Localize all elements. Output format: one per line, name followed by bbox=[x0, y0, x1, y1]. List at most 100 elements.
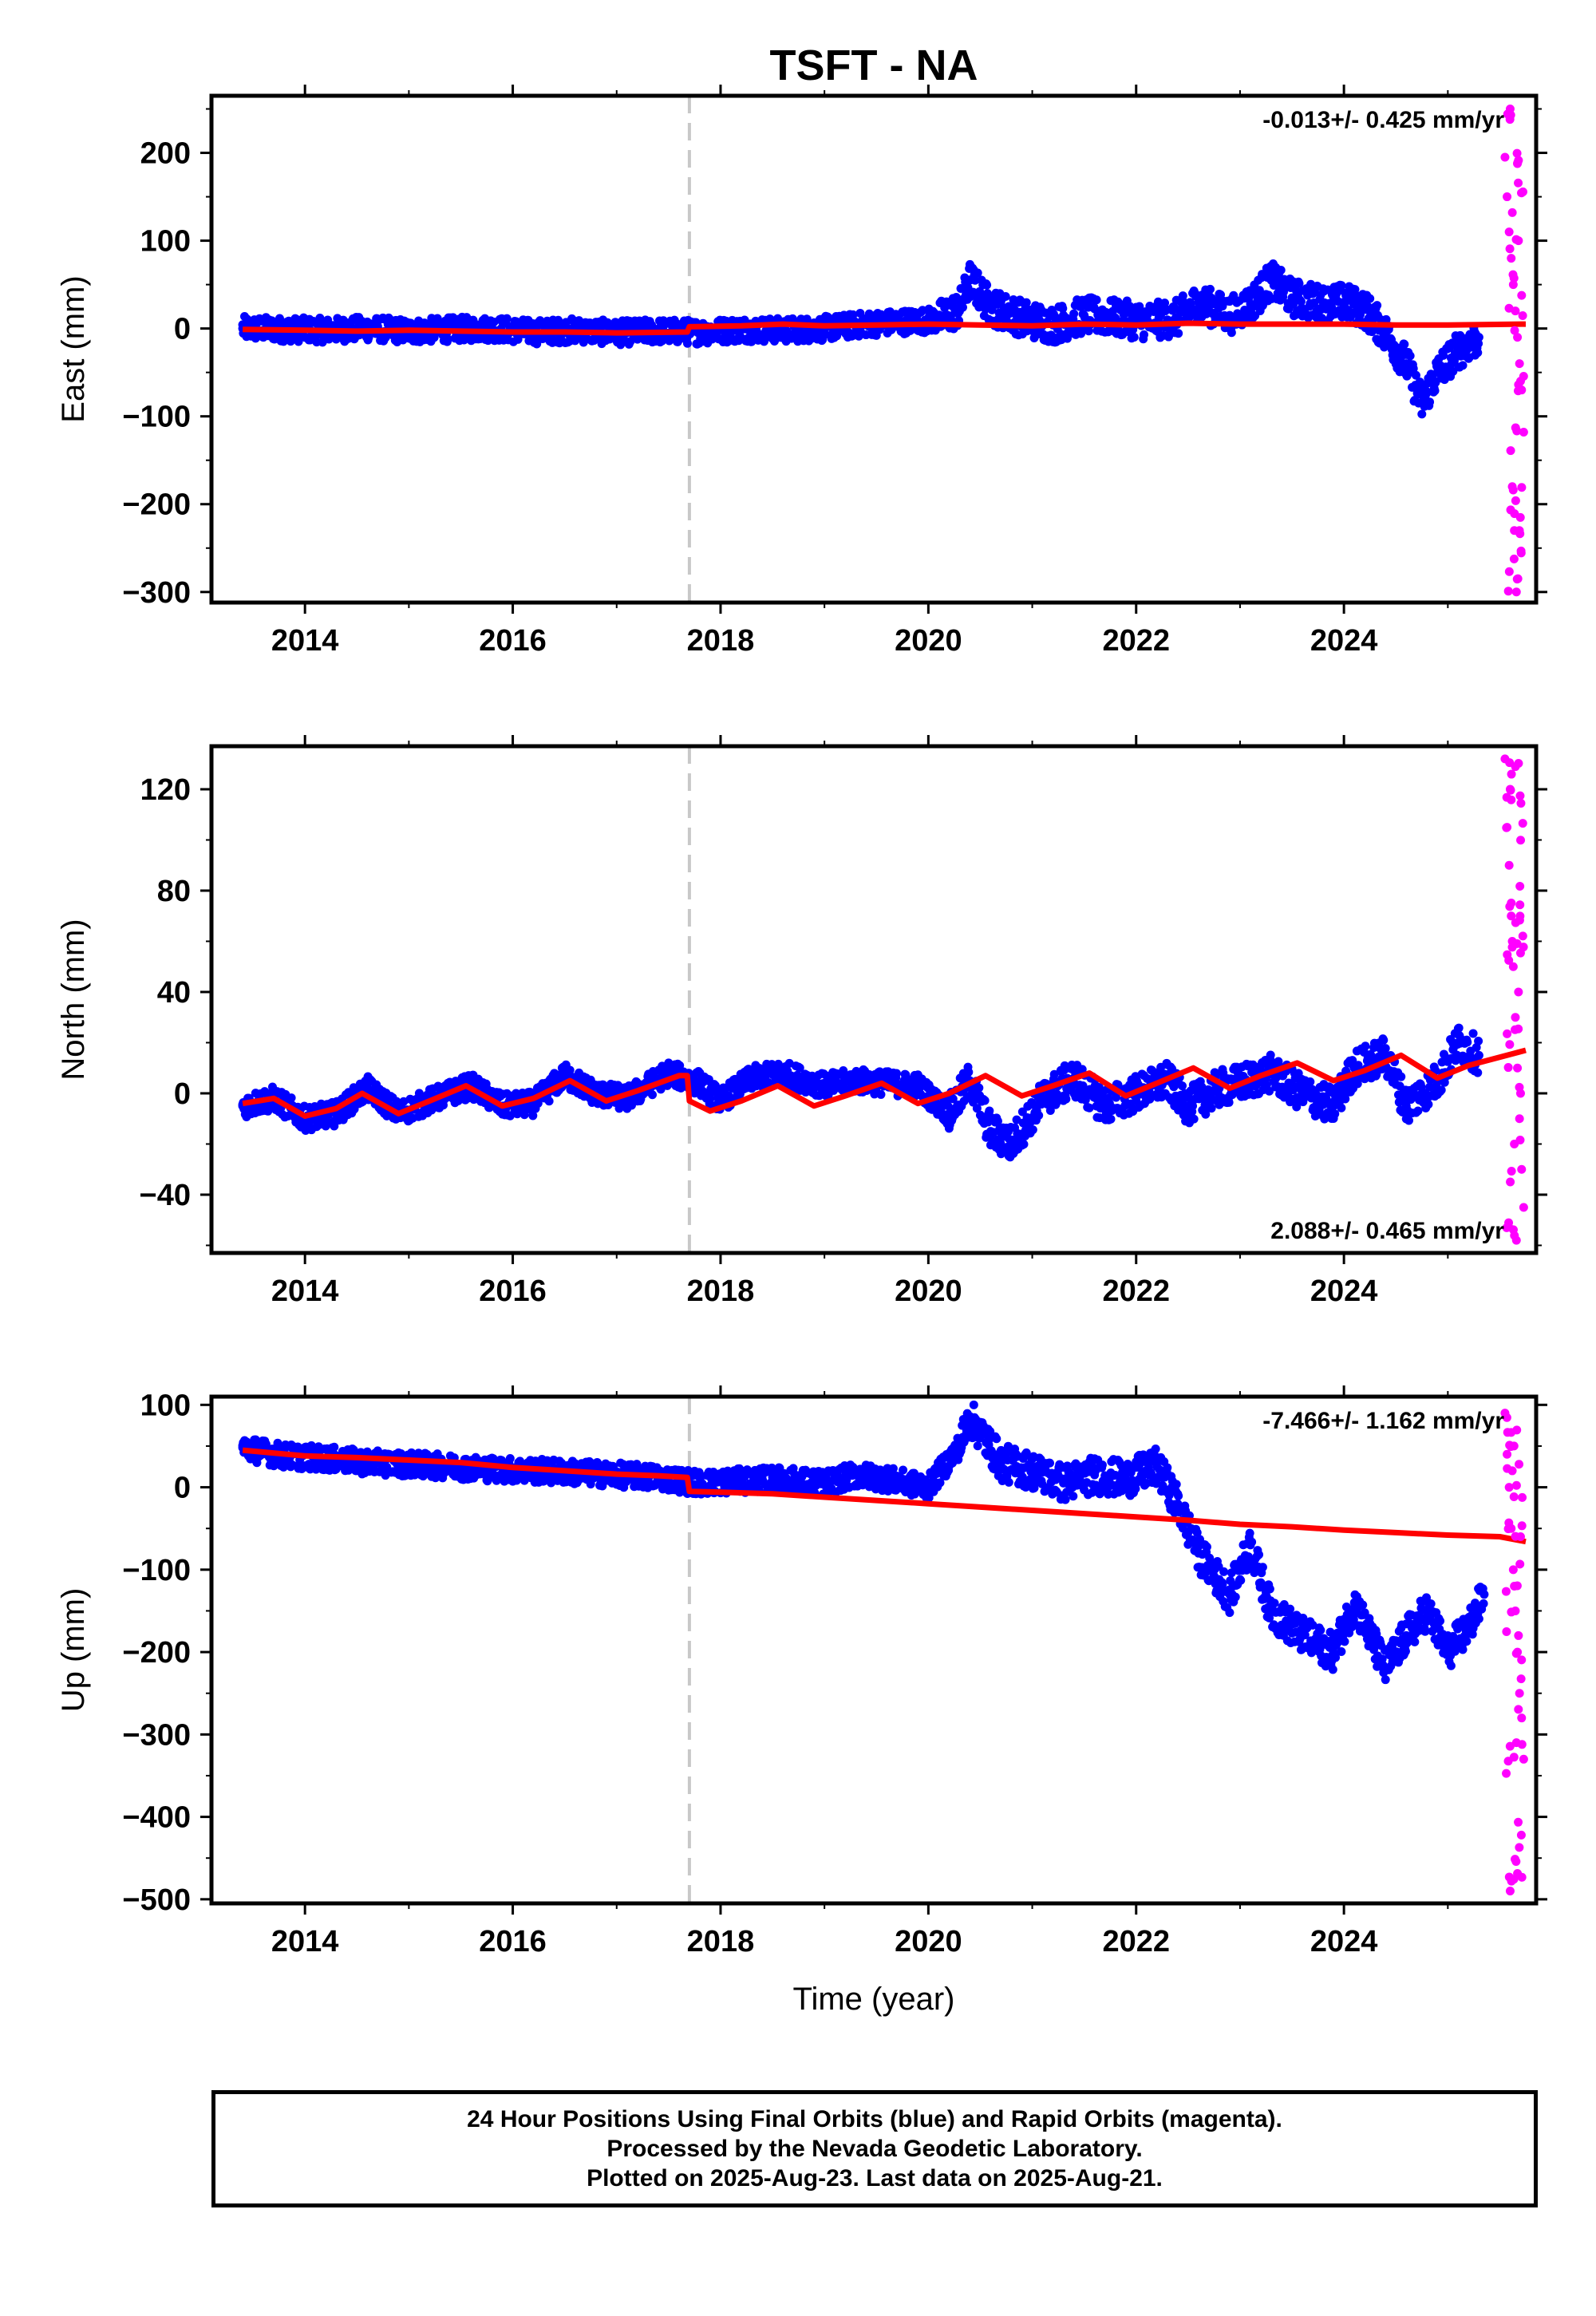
rapid-point bbox=[1508, 1225, 1518, 1235]
final-point bbox=[1327, 302, 1337, 312]
final-point bbox=[1292, 1102, 1302, 1112]
final-point bbox=[1178, 1081, 1187, 1091]
rapid-point bbox=[1515, 1136, 1525, 1145]
y-axis-label: East (mm) bbox=[56, 275, 91, 422]
rapid-point bbox=[1517, 188, 1527, 198]
final-point bbox=[964, 1067, 974, 1077]
rapid-point bbox=[1511, 918, 1520, 927]
final-point bbox=[970, 275, 980, 285]
rapid-point bbox=[1502, 792, 1511, 802]
final-point bbox=[648, 1090, 658, 1100]
rapid-point bbox=[1508, 280, 1518, 290]
rapid-point bbox=[1511, 496, 1520, 505]
chart-title: TSFT - NA bbox=[770, 41, 978, 89]
rapid-point bbox=[1515, 900, 1525, 910]
x-tick-label: 2016 bbox=[479, 1275, 547, 1308]
final-point bbox=[1106, 1114, 1116, 1124]
final-point bbox=[287, 1460, 297, 1469]
rapid-point bbox=[1512, 148, 1522, 158]
final-point bbox=[1178, 291, 1187, 301]
rapid-point bbox=[1507, 207, 1517, 217]
final-point bbox=[1413, 1106, 1423, 1116]
y-tick-label: 80 bbox=[157, 875, 191, 908]
rapid-point bbox=[1513, 574, 1523, 583]
rapid-point bbox=[1511, 1013, 1520, 1022]
final-point bbox=[598, 1481, 607, 1491]
rapid-point bbox=[1503, 192, 1512, 202]
rapid-point bbox=[1513, 333, 1523, 342]
final-point bbox=[1411, 370, 1420, 380]
final-point bbox=[1404, 1116, 1414, 1125]
rapid-point bbox=[1503, 587, 1513, 596]
final-point bbox=[1417, 409, 1427, 419]
final-point bbox=[1449, 356, 1459, 366]
rapid-point bbox=[1506, 785, 1515, 795]
rapid-point bbox=[1513, 386, 1523, 396]
final-point bbox=[1350, 285, 1360, 294]
final-point bbox=[1112, 1093, 1121, 1102]
y-tick-label: 100 bbox=[140, 225, 191, 259]
final-point bbox=[544, 1097, 554, 1106]
final-point bbox=[1019, 1140, 1029, 1149]
final-point bbox=[1360, 1074, 1369, 1084]
final-point bbox=[1473, 348, 1483, 358]
rate-label: -0.013+/- 0.425 mm/yr bbox=[1262, 107, 1504, 133]
rapid-point bbox=[1507, 1167, 1516, 1176]
rapid-point bbox=[1519, 371, 1528, 381]
rapid-point bbox=[1518, 819, 1527, 828]
final-point bbox=[1049, 1069, 1059, 1079]
final-point bbox=[1189, 1114, 1199, 1124]
rapid-point bbox=[1504, 860, 1514, 870]
final-orbit-series bbox=[238, 259, 1483, 419]
plot-area bbox=[238, 746, 1528, 1253]
final-point bbox=[330, 1442, 339, 1452]
final-point bbox=[294, 337, 303, 346]
plot-frame bbox=[209, 93, 1539, 605]
rapid-point bbox=[1513, 158, 1523, 168]
final-point bbox=[1077, 329, 1086, 338]
final-point bbox=[528, 1111, 538, 1120]
x-tick-label: 2024 bbox=[1310, 624, 1378, 658]
final-point bbox=[1436, 1085, 1446, 1095]
rapid-point bbox=[1500, 152, 1510, 162]
rapid-point bbox=[1516, 548, 1526, 558]
final-point bbox=[656, 1085, 666, 1094]
rapid-point bbox=[1504, 227, 1514, 237]
rapid-point bbox=[1515, 1114, 1524, 1124]
final-point bbox=[286, 1093, 296, 1103]
final-point bbox=[1473, 1068, 1483, 1077]
rapid-point bbox=[1506, 446, 1515, 456]
rapid-point bbox=[1512, 939, 1522, 948]
final-point bbox=[1207, 1104, 1216, 1113]
final-point bbox=[1227, 328, 1236, 338]
final-point bbox=[1379, 1035, 1389, 1045]
rapid-point bbox=[1507, 911, 1516, 921]
final-point bbox=[985, 1106, 994, 1116]
rapid-point bbox=[1507, 254, 1516, 263]
final-point bbox=[705, 1094, 715, 1104]
rapid-point bbox=[1515, 948, 1525, 958]
rapid-point bbox=[1512, 426, 1522, 436]
rapid-point bbox=[1511, 587, 1521, 597]
final-point bbox=[1140, 330, 1149, 339]
final-point bbox=[1439, 350, 1448, 360]
final-point bbox=[1069, 309, 1079, 318]
final-point bbox=[1201, 1109, 1211, 1119]
rapid-point bbox=[1504, 1218, 1514, 1227]
final-point bbox=[958, 302, 967, 312]
final-orbit-series bbox=[238, 1400, 1489, 1685]
rapid-point bbox=[1514, 987, 1523, 997]
final-point bbox=[1458, 361, 1468, 370]
plot-area bbox=[238, 96, 1528, 603]
final-point bbox=[251, 1435, 260, 1445]
final-point bbox=[443, 334, 452, 344]
rapid-point bbox=[1515, 359, 1524, 369]
final-point bbox=[1454, 1023, 1464, 1033]
final-point bbox=[1028, 1125, 1037, 1135]
rapid-point bbox=[1514, 380, 1523, 389]
rapid-point bbox=[1511, 1025, 1520, 1034]
final-point bbox=[1365, 294, 1375, 303]
final-point bbox=[1266, 1050, 1275, 1060]
